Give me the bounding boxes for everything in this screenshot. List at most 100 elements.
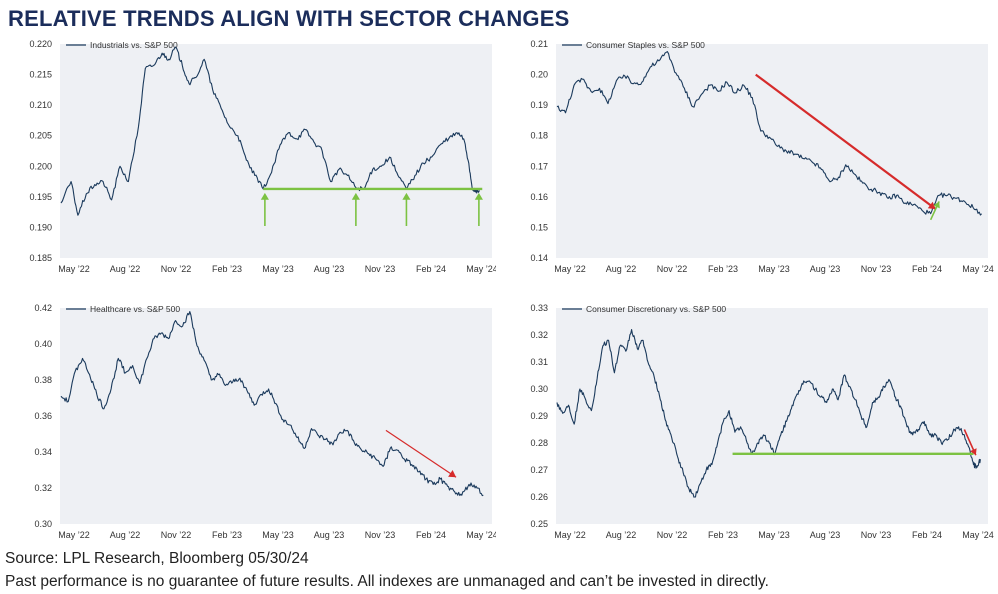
x-tick-label: Feb ’24 bbox=[912, 530, 942, 540]
x-tick-label: Aug ’22 bbox=[110, 530, 141, 540]
y-tick-label: 0.30 bbox=[34, 519, 52, 529]
y-tick-label: 0.38 bbox=[34, 375, 52, 385]
x-tick-label: May ’24 bbox=[962, 264, 994, 274]
downtrend-arrow-head bbox=[927, 201, 936, 210]
x-tick-label: Feb ’24 bbox=[416, 264, 446, 274]
chart-discretionary-svg: Consumer Discretionary vs. S&P 500 0.33 0.… bbox=[530, 303, 994, 540]
x-tick-label: Feb ’24 bbox=[416, 530, 446, 540]
y-tick-label: 0.31 bbox=[530, 357, 548, 367]
x-tick-label: Feb ’23 bbox=[212, 530, 242, 540]
series-line bbox=[556, 51, 983, 216]
y-tick-label: 0.25 bbox=[530, 519, 548, 529]
y-tick-label: 0.29 bbox=[530, 411, 548, 421]
y-tick-label: 0.19 bbox=[530, 100, 548, 110]
downtrend-line bbox=[755, 73, 937, 210]
x-tick-label: May ’24 bbox=[466, 264, 496, 274]
x-tick-label: May ’22 bbox=[554, 264, 586, 274]
x-tick-label: May ’22 bbox=[58, 264, 90, 274]
x-tick-label: May ’23 bbox=[262, 264, 294, 274]
x-tick-label: May ’22 bbox=[554, 530, 586, 540]
support-arrow-head bbox=[402, 192, 411, 200]
source-note: Source: LPL Research, Bloomberg 05/30/24 bbox=[5, 550, 309, 567]
plot-area bbox=[60, 308, 492, 524]
legend-label: Healthcare vs. S&P 500 bbox=[90, 304, 180, 314]
chart-healthcare: Healthcare vs. S&P 500 0.42 0.40 0.38 0.36 0.… bbox=[10, 302, 496, 548]
annotations bbox=[732, 429, 977, 456]
annotations bbox=[260, 187, 483, 226]
series-line bbox=[556, 329, 981, 498]
y-tick-label: 0.205 bbox=[29, 131, 52, 141]
y-tick-label: 0.33 bbox=[530, 303, 548, 313]
legend-label: Industrials vs. S&P 500 bbox=[90, 40, 178, 50]
x-tick-label: Feb ’23 bbox=[708, 264, 738, 274]
y-tick-label: 0.27 bbox=[530, 465, 548, 475]
y-tick-label: 0.28 bbox=[530, 438, 548, 448]
x-tick-label: May ’23 bbox=[758, 264, 790, 274]
x-tick-label: May ’23 bbox=[262, 530, 294, 540]
y-tick-label: 0.190 bbox=[29, 222, 52, 232]
y-tick-label: 0.26 bbox=[530, 492, 548, 502]
x-tick-label: Aug ’23 bbox=[314, 530, 345, 540]
y-tick-label: 0.220 bbox=[29, 39, 52, 49]
y-tick-label: 0.18 bbox=[530, 131, 548, 141]
x-tick-label: Nov ’22 bbox=[657, 530, 688, 540]
x-tick-label: Nov ’23 bbox=[861, 530, 892, 540]
chart-industrials: Industrials vs. S&P 500 0.220 0.215 0.210 0.… bbox=[10, 38, 496, 278]
legend-label: Consumer Staples vs. S&P 500 bbox=[586, 40, 705, 50]
y-tick-label: 0.32 bbox=[34, 483, 52, 493]
y-tick-label: 0.17 bbox=[530, 161, 548, 171]
x-tick-label: May ’23 bbox=[758, 530, 790, 540]
y-tick-label: 0.34 bbox=[34, 447, 52, 457]
y-tick-label: 0.20 bbox=[530, 70, 548, 80]
x-tick-label: Nov ’22 bbox=[161, 530, 192, 540]
downtrend-arrow bbox=[385, 429, 457, 478]
x-tick-label: Aug ’22 bbox=[110, 264, 141, 274]
y-tick-label: 0.14 bbox=[530, 253, 548, 263]
x-tick-label: May ’24 bbox=[962, 530, 994, 540]
plot-area bbox=[556, 44, 988, 258]
x-tick-label: Nov ’22 bbox=[657, 264, 688, 274]
y-tick-label: 0.185 bbox=[29, 253, 52, 263]
x-tick-label: Nov ’23 bbox=[861, 264, 892, 274]
chart-staples: Consumer Staples vs. S&P 500 0.21 0.20 0.19… bbox=[506, 38, 994, 278]
y-tick-label: 0.32 bbox=[530, 330, 548, 340]
page-title: RELATIVE TRENDS ALIGN WITH SECTOR CHANGE… bbox=[8, 6, 570, 31]
reversal-arrow-head bbox=[933, 201, 940, 209]
x-tick-label: Nov ’23 bbox=[365, 530, 396, 540]
y-tick-label: 0.195 bbox=[29, 192, 52, 202]
y-tick-label: 0.36 bbox=[34, 411, 52, 421]
x-tick-label: Aug ’23 bbox=[810, 264, 841, 274]
disclaimer-note: Past performance is no guarantee of futu… bbox=[5, 573, 769, 590]
x-tick-label: Aug ’22 bbox=[606, 530, 637, 540]
y-tick-label: 0.21 bbox=[530, 39, 548, 49]
x-tick-label: Aug ’22 bbox=[606, 264, 637, 274]
legend-label: Consumer Discretionary vs. S&P 500 bbox=[586, 304, 726, 314]
chart-industrials-svg: Industrials vs. S&P 500 0.220 0.215 0.210 0.… bbox=[29, 39, 496, 274]
plot-area bbox=[60, 44, 492, 258]
y-tick-label: 0.215 bbox=[29, 70, 52, 80]
x-tick-label: Aug ’23 bbox=[314, 264, 345, 274]
chart-discretionary: Consumer Discretionary vs. S&P 500 0.33 0.… bbox=[506, 302, 994, 548]
y-tick-label: 0.210 bbox=[29, 100, 52, 110]
x-tick-label: Nov ’22 bbox=[161, 264, 192, 274]
y-tick-label: 0.16 bbox=[530, 192, 548, 202]
annotations bbox=[755, 73, 940, 221]
series-line bbox=[60, 46, 480, 216]
y-tick-label: 0.200 bbox=[29, 161, 52, 171]
annotations bbox=[385, 429, 457, 478]
chart-healthcare-svg: Healthcare vs. S&P 500 0.42 0.40 0.38 0.36 0.… bbox=[34, 303, 496, 540]
x-tick-label: Nov ’23 bbox=[365, 264, 396, 274]
x-tick-label: Feb ’23 bbox=[708, 530, 738, 540]
x-tick-label: Feb ’23 bbox=[212, 264, 242, 274]
support-arrow-head bbox=[260, 192, 269, 200]
x-tick-label: May ’22 bbox=[58, 530, 90, 540]
support-arrow-head bbox=[474, 192, 483, 200]
y-tick-label: 0.30 bbox=[530, 384, 548, 394]
x-tick-label: Aug ’23 bbox=[810, 530, 841, 540]
plot-area bbox=[556, 308, 988, 524]
x-tick-label: May ’24 bbox=[466, 530, 496, 540]
downtrend-arrow-head bbox=[448, 469, 457, 478]
y-tick-label: 0.15 bbox=[530, 222, 548, 232]
y-tick-label: 0.40 bbox=[34, 339, 52, 349]
x-tick-label: Feb ’24 bbox=[912, 264, 942, 274]
